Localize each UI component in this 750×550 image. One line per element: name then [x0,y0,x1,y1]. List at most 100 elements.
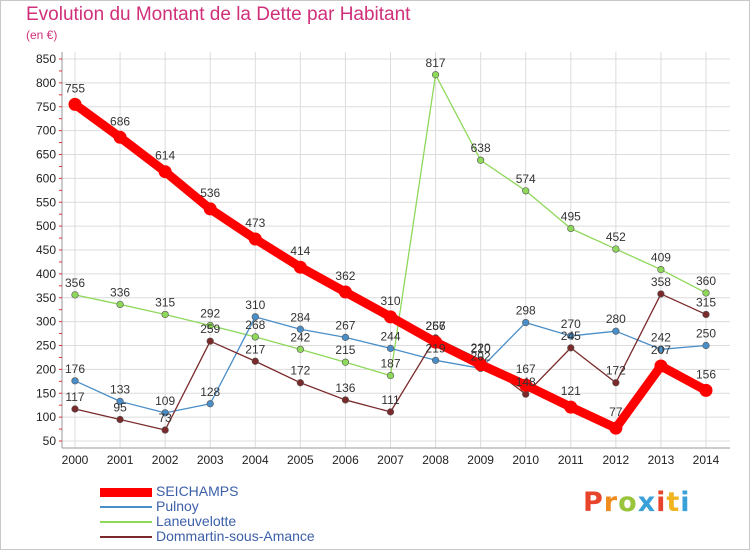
proxiti-logo: Proxiti [583,487,691,518]
data-point-dommartin-sous-amance [116,415,124,424]
data-point-pulnoy [657,345,665,353]
y-tick-label: 150 [36,386,56,400]
data-labels: 356 336 315 292 268 242 215 187 817 638 574 495 452 4… [65,56,716,425]
data-label-laneuvelotte: 268 [245,318,265,332]
y-tick-label: 200 [36,362,56,376]
data-label-pulnoy: 244 [380,329,400,343]
data-label-seichamps: 156 [696,367,716,381]
data-point-seichamps [474,358,488,372]
axes: 50 100 150 200 250 300 350 400 450 500 550 600 650 70… [36,52,730,467]
data-label-pulnoy: 133 [110,382,130,396]
data-point-pulnoy [71,377,79,385]
data-label-dommartin-sous-amance: 358 [651,275,671,289]
data-point-seichamps [609,421,623,435]
data-point-pulnoy [251,313,259,321]
data-label-pulnoy: 298 [516,304,536,318]
logo-letter: r [603,487,619,518]
data-point-dommartin-sous-amance [341,396,350,404]
data-label-pulnoy: 242 [651,330,671,344]
data-point-pulnoy [206,400,214,408]
data-label-pulnoy: 128 [200,385,220,399]
chart-subtitle: (en €) [26,28,58,42]
y-tick-label: 750 [36,100,56,114]
data-point-pulnoy [612,327,620,335]
logo-letter: t [666,487,681,518]
data-label-pulnoy: 270 [561,317,581,331]
x-tick-label: 2006 [332,453,359,467]
data-label-seichamps: 257 [426,319,446,333]
data-label-pulnoy: 202 [471,349,491,363]
y-tick-label: 450 [36,243,56,257]
y-tick-label: 550 [36,195,56,209]
data-label-laneuvelotte: 315 [155,295,175,309]
data-label-dommartin-sous-amance: 220 [471,341,491,355]
data-label-seichamps: 77 [609,405,623,419]
data-point-pulnoy [341,333,350,341]
y-tick-label: 300 [36,315,56,329]
data-point-seichamps [338,285,352,299]
chart-title: Evolution du Montant de la Dette par Hab… [26,4,411,25]
x-tick-label: 2000 [62,453,89,467]
y-tick-label: 650 [36,148,56,162]
data-point-seichamps [654,359,668,373]
data-label-laneuvelotte: 242 [290,330,310,344]
x-tick-label: 2011 [558,453,584,467]
data-label-dommartin-sous-amance: 111 [381,393,400,407]
legend-swatch-dommartin [100,536,152,538]
data-label-seichamps: 210 [471,342,491,356]
data-label-seichamps: 614 [155,149,175,163]
legend-label: Laneuvelotte [156,513,237,529]
data-label-laneuvelotte: 292 [200,306,220,320]
data-label-laneuvelotte: 817 [426,56,446,70]
y-tick-label: 500 [36,219,56,233]
data-label-dommartin-sous-amance: 315 [696,295,716,309]
y-tick-label: 850 [36,52,56,66]
data-point-laneuvelotte [612,245,620,253]
data-label-dommartin-sous-amance: 95 [113,401,127,415]
data-label-seichamps: 414 [290,244,310,258]
data-label-laneuvelotte: 215 [335,343,355,357]
y-tick-label: 50 [43,434,57,448]
data-label-dommartin-sous-amance: 259 [200,322,220,336]
data-label-dommartin-sous-amance: 172 [290,364,310,378]
data-point-seichamps [203,202,217,216]
series [68,71,713,435]
data-point-laneuvelotte [522,187,530,195]
data-label-pulnoy: 250 [696,327,716,341]
x-tick-label: 2004 [242,453,269,467]
data-point-dommartin-sous-amance [657,290,665,298]
logo-letter: i [680,487,691,518]
x-tick-label: 2008 [422,453,449,467]
y-tick-label: 400 [36,267,56,281]
data-label-pulnoy: 284 [290,310,310,324]
legend-swatch-pulnoy [100,506,152,508]
data-label-dommartin-sous-amance: 73 [158,411,172,425]
data-point-pulnoy [116,397,124,405]
data-point-seichamps [699,383,713,397]
data-label-laneuvelotte: 452 [606,230,626,244]
data-point-dommartin-sous-amance [206,337,214,345]
y-tick-label: 700 [36,124,56,138]
data-label-dommartin-sous-amance: 217 [245,342,265,356]
data-label-laneuvelotte: 409 [651,251,671,265]
legend-label: SEICHAMPS [156,483,239,499]
data-label-laneuvelotte: 356 [65,276,85,290]
data-point-dommartin-sous-amance [567,344,575,352]
data-label-seichamps: 207 [651,343,671,357]
x-tick-label: 2005 [287,453,314,467]
data-point-dommartin-sous-amance [612,379,620,387]
data-point-pulnoy [431,356,440,364]
data-label-laneuvelotte: 360 [696,274,716,288]
data-label-laneuvelotte: 336 [110,285,130,299]
data-label-dommartin-sous-amance: 172 [606,364,626,378]
data-label-seichamps: 121 [561,384,581,398]
data-label-dommartin-sous-amance: 266 [426,319,446,333]
data-point-seichamps [384,310,397,324]
data-point-dommartin-sous-amance [702,310,710,319]
data-point-pulnoy [702,341,710,350]
data-label-dommartin-sous-amance: 148 [516,375,536,389]
data-label-seichamps: 167 [516,362,536,376]
data-label-pulnoy: 310 [245,298,265,312]
data-point-seichamps [113,130,127,144]
data-point-seichamps [564,400,578,414]
